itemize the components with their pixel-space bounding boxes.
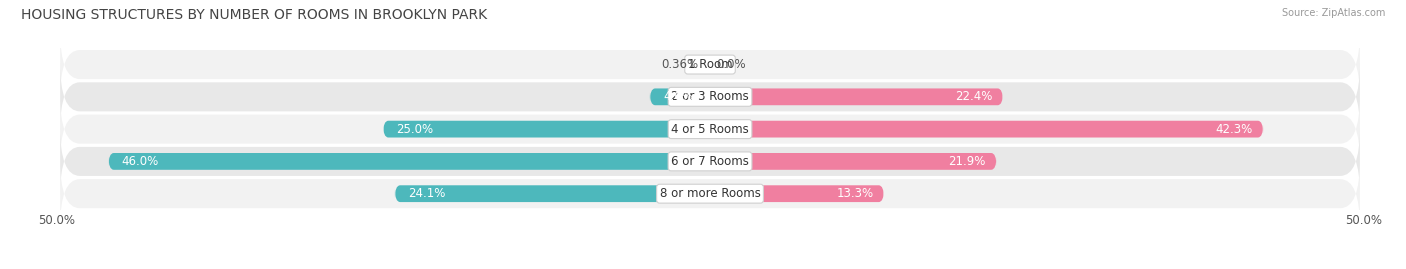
Text: 8 or more Rooms: 8 or more Rooms bbox=[659, 187, 761, 200]
FancyBboxPatch shape bbox=[60, 63, 1360, 131]
FancyBboxPatch shape bbox=[60, 31, 1360, 98]
Text: 4 or 5 Rooms: 4 or 5 Rooms bbox=[671, 123, 749, 136]
Text: 0.0%: 0.0% bbox=[717, 58, 747, 71]
FancyBboxPatch shape bbox=[60, 160, 1360, 228]
Text: 46.0%: 46.0% bbox=[122, 155, 159, 168]
FancyBboxPatch shape bbox=[710, 89, 1002, 105]
FancyBboxPatch shape bbox=[710, 121, 1263, 137]
Text: 6 or 7 Rooms: 6 or 7 Rooms bbox=[671, 155, 749, 168]
FancyBboxPatch shape bbox=[382, 121, 710, 137]
Text: 1 Room: 1 Room bbox=[688, 58, 733, 71]
FancyBboxPatch shape bbox=[108, 153, 710, 170]
Text: 25.0%: 25.0% bbox=[396, 123, 433, 136]
Text: 24.1%: 24.1% bbox=[408, 187, 446, 200]
FancyBboxPatch shape bbox=[650, 89, 710, 105]
Text: 4.6%: 4.6% bbox=[664, 90, 693, 103]
Text: 42.3%: 42.3% bbox=[1215, 123, 1253, 136]
Text: 2 or 3 Rooms: 2 or 3 Rooms bbox=[671, 90, 749, 103]
FancyBboxPatch shape bbox=[710, 153, 997, 170]
Text: 0.36%: 0.36% bbox=[662, 58, 699, 71]
FancyBboxPatch shape bbox=[395, 185, 710, 202]
FancyBboxPatch shape bbox=[710, 185, 884, 202]
Text: Source: ZipAtlas.com: Source: ZipAtlas.com bbox=[1281, 8, 1385, 18]
Text: 13.3%: 13.3% bbox=[837, 187, 873, 200]
Text: 21.9%: 21.9% bbox=[949, 155, 986, 168]
FancyBboxPatch shape bbox=[704, 56, 710, 73]
FancyBboxPatch shape bbox=[60, 128, 1360, 195]
Text: 22.4%: 22.4% bbox=[955, 90, 993, 103]
Text: HOUSING STRUCTURES BY NUMBER OF ROOMS IN BROOKLYN PARK: HOUSING STRUCTURES BY NUMBER OF ROOMS IN… bbox=[21, 8, 488, 22]
FancyBboxPatch shape bbox=[60, 95, 1360, 163]
